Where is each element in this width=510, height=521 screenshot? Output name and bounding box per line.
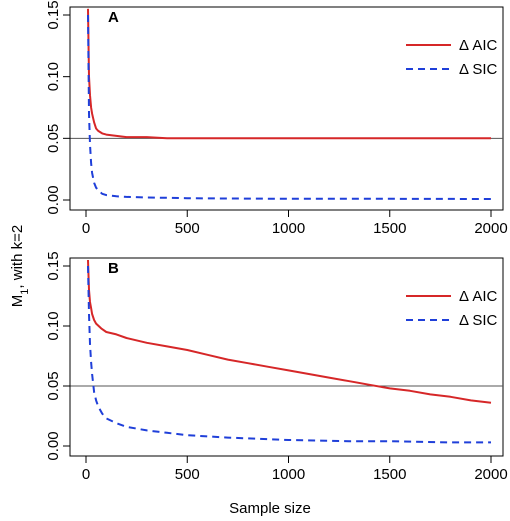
y-tick-label: 0.15 — [45, 251, 62, 280]
x-axis-title: Sample size — [229, 500, 311, 517]
panel-letter-b: B — [108, 260, 119, 277]
x-tick-label: 500 — [175, 220, 200, 237]
y-tick-label: 0.00 — [45, 185, 62, 214]
x-tick-label: 1500 — [373, 220, 406, 237]
y-tick-label: 0.05 — [45, 371, 62, 400]
x-tick-label: 1500 — [373, 466, 406, 483]
x-tick-label: 1000 — [272, 220, 305, 237]
legend-label: Δ AIC — [459, 37, 498, 54]
x-axis-b: 0 500 1000 1500 2000 — [82, 455, 508, 483]
series-layer-a — [87, 8, 492, 200]
panel-a: 0 500 1000 1500 2000 0.00 0.05 0.10 0.15 A Δ AI… — [45, 0, 508, 237]
x-tick-label: 2000 — [474, 220, 507, 237]
panel-letter-a: A — [108, 9, 119, 26]
x-tick-label: 1000 — [272, 466, 305, 483]
legend-label: Δ SIC — [459, 312, 498, 329]
series-line-sic-b — [87, 265, 491, 444]
plot-frame-a — [69, 6, 504, 211]
y-axis-title: M1, with k=2 — [9, 225, 31, 307]
y-tick-label: 0.00 — [45, 431, 62, 460]
y-axis-a: 0.00 0.05 0.10 0.15 — [45, 0, 71, 215]
legend-b: Δ AIC Δ SIC — [406, 288, 498, 329]
x-axis-a: 0 500 1000 1500 2000 — [82, 209, 508, 237]
series-line-sic-a — [87, 14, 492, 200]
x-tick-label: 500 — [175, 466, 200, 483]
plot-frame-b — [69, 257, 504, 457]
series-line-aic-b — [87, 259, 492, 404]
legend-a: Δ AIC Δ SIC — [406, 37, 498, 78]
y-tick-label: 0.10 — [45, 311, 62, 340]
x-tick-label: 2000 — [474, 466, 507, 483]
legend-label: Δ SIC — [459, 61, 498, 78]
x-tick-label: 0 — [82, 220, 90, 237]
y-tick-label: 0.15 — [45, 0, 62, 29]
x-tick-label: 0 — [82, 466, 90, 483]
legend-label: Δ AIC — [459, 288, 498, 305]
y-axis-b: 0.00 0.05 0.10 0.15 — [45, 251, 71, 461]
panel-b: 0 500 1000 1500 2000 0.00 0.05 0.10 0.15 B Δ AI… — [45, 251, 508, 483]
series-layer-b — [87, 259, 492, 444]
series-line-aic-a — [87, 8, 491, 140]
y-tick-label: 0.10 — [45, 62, 62, 91]
y-tick-label: 0.05 — [45, 124, 62, 153]
